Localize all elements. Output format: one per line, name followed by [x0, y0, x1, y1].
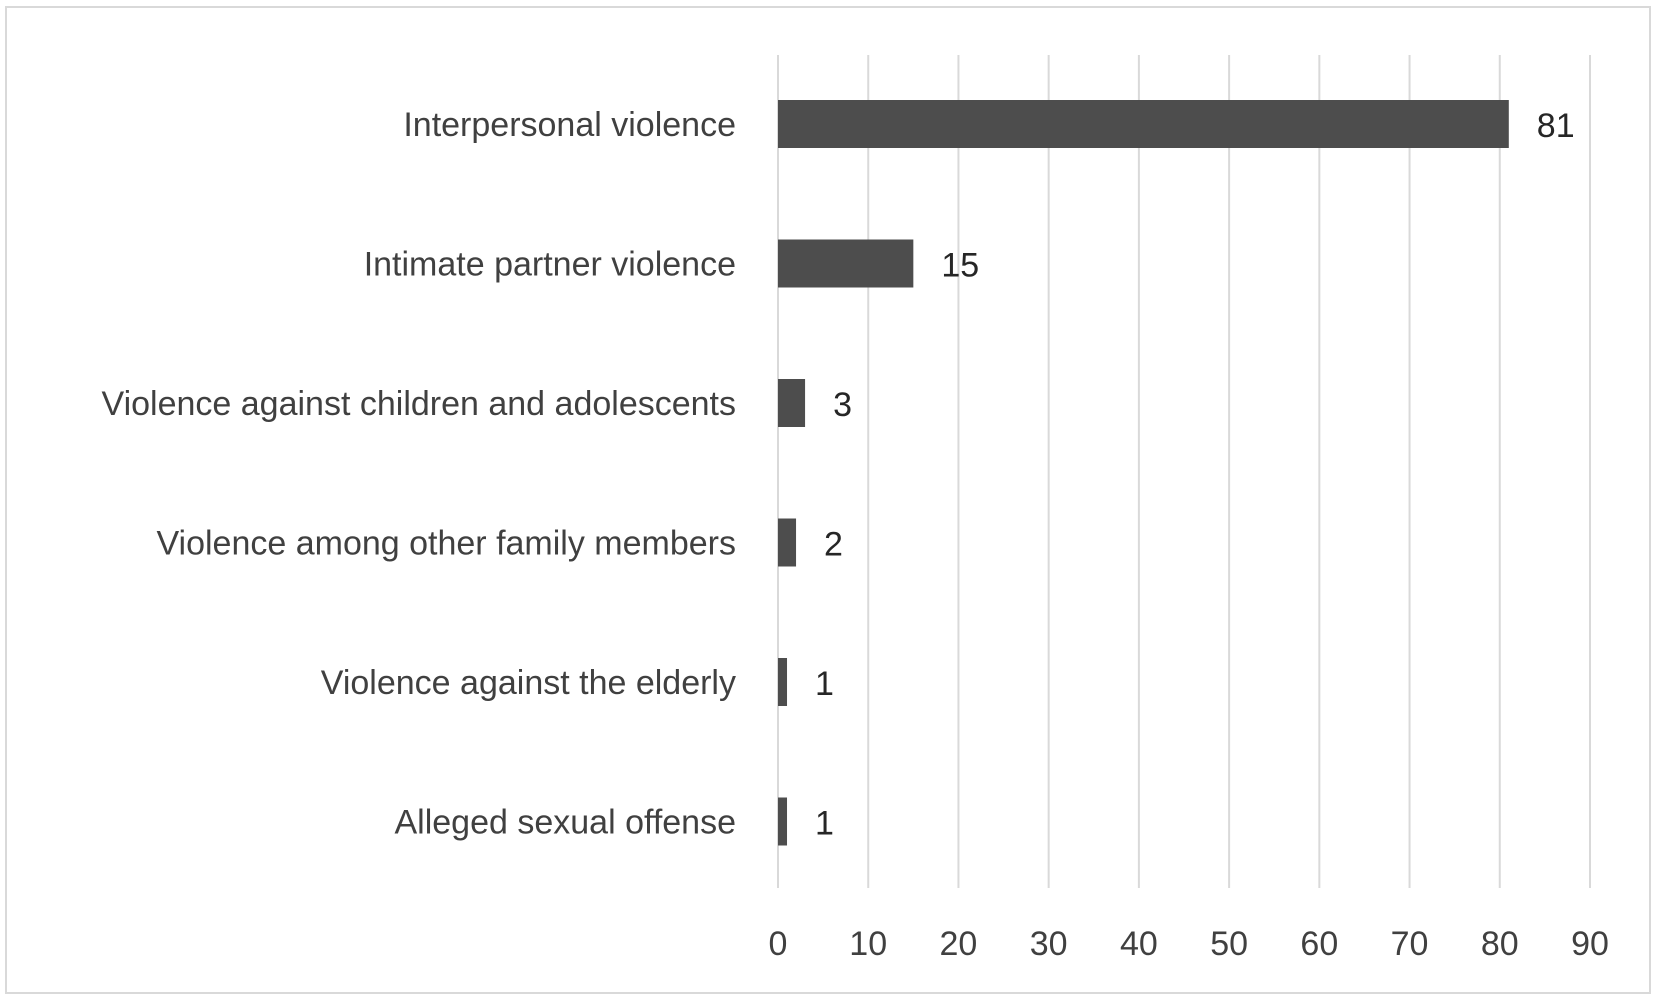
x-tick-label-90: 90: [1571, 925, 1609, 963]
category-label-4: Violence among other family members: [156, 525, 736, 563]
category-label-3: Violence against children and adolescent…: [102, 385, 736, 423]
data-label-3: 3: [833, 386, 852, 424]
x-tick-label-70: 70: [1391, 925, 1429, 963]
data-label-2: 15: [941, 247, 979, 285]
x-tick-label-40: 40: [1120, 925, 1158, 963]
category-label-1: Interpersonal violence: [403, 106, 736, 144]
bar-1: [778, 100, 1509, 148]
category-label-6: Alleged sexual offense: [394, 804, 736, 842]
data-label-5: 1: [815, 665, 834, 703]
bar-2: [778, 239, 914, 288]
x-tick-label-0: 0: [769, 925, 788, 963]
x-tick-label-20: 20: [940, 925, 978, 963]
category-label-layer: Interpersonal violence Intimate partner v…: [102, 106, 736, 842]
category-label-5: Violence against the elderly: [321, 664, 736, 702]
bar-4: [778, 518, 797, 567]
x-tick-label-80: 80: [1481, 925, 1519, 963]
x-tick-label-50: 50: [1210, 925, 1248, 963]
data-label-6: 1: [815, 805, 834, 843]
x-tick-label-10: 10: [849, 925, 887, 963]
x-tick-layer: 0 10 20 30 40 50 60 70 80 90: [769, 925, 1609, 963]
data-label-1: 81: [1537, 107, 1575, 145]
x-tick-label-60: 60: [1300, 925, 1338, 963]
bar-3: [778, 379, 806, 427]
bar-6: [778, 797, 788, 846]
bar-layer: [778, 100, 1509, 846]
category-label-2: Intimate partner violence: [364, 246, 736, 284]
data-label-layer: 81 15 3 2 1 1: [815, 107, 1575, 843]
grid-layer: [777, 55, 1591, 888]
bar-5: [778, 658, 788, 706]
chart-frame: [5, 6, 1651, 994]
data-label-4: 2: [824, 526, 843, 564]
x-tick-label-30: 30: [1030, 925, 1068, 963]
